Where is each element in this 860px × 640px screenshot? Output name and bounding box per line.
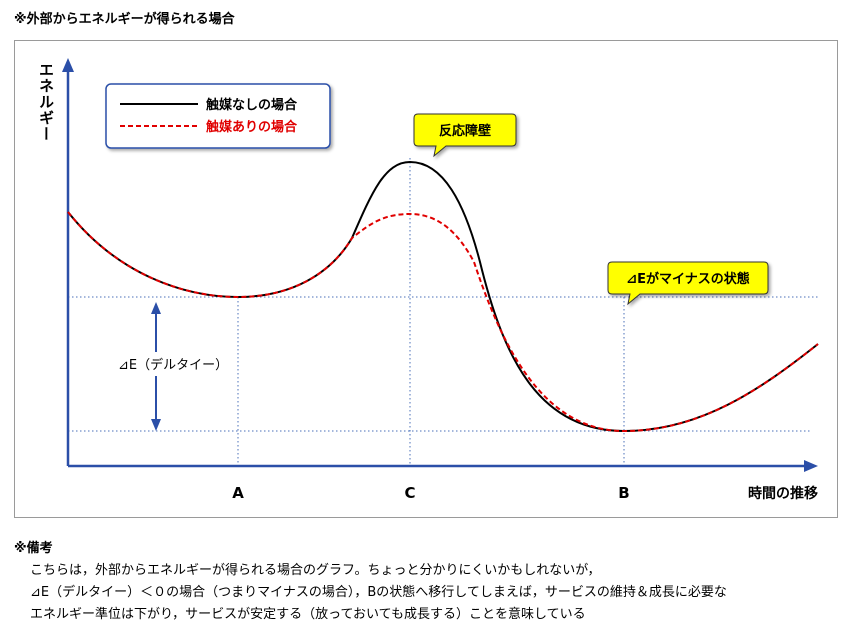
figure-frame [14, 40, 838, 518]
remarks-line-2: ⊿E（デルタイー）＜０の場合（つまりマイナスの場合），Bの状態へ移行してしまえば… [30, 585, 727, 600]
guide-lines [68, 158, 818, 466]
callout-negative-delta-bubble [607, 261, 769, 306]
curve-with-catalyst [67, 211, 819, 433]
x-point-b: B [618, 484, 629, 502]
legend-no-catalyst: 触媒なしの場合 [205, 97, 298, 113]
legend: 触媒なしの場合 触媒ありの場合 [105, 83, 331, 149]
axes [62, 58, 818, 472]
callout-barrier-bubble [413, 113, 517, 158]
legend-with-catalyst: 触媒ありの場合 [205, 119, 298, 135]
x-point-a: A [232, 484, 244, 502]
x-axis-label: 時間の推移 [748, 485, 818, 502]
remarks-line-3: エネルギー準位は下がり，サービスが安定する（放っておいても成長する）ことを意味し… [30, 607, 586, 622]
callout-barrier-text: 反応障壁 [439, 123, 491, 139]
delta-e-label: ⊿E（デルタイー） [118, 357, 228, 373]
callout-barrier [413, 113, 517, 158]
x-point-c: C [404, 484, 415, 502]
page-title: ※外部からエネルギーが得られる場合 [14, 12, 235, 27]
legend-box [105, 83, 331, 149]
delta-arrow-up-head [151, 302, 161, 314]
callout-negative-delta [607, 261, 769, 306]
remarks-heading: ※備考 [14, 541, 53, 556]
remarks: ※備考 こちらは，外部からエネルギーが得られる場合のグラフ。ちょっと分かりにくい… [14, 538, 844, 626]
x-axis-arrow [804, 460, 818, 472]
y-axis-arrow [62, 58, 74, 72]
callout-negative-delta-text: ⊿Eがマイナスの状態 [626, 271, 750, 287]
delta-arrow-down-head [151, 419, 161, 431]
remarks-line-1: こちらは，外部からエネルギーが得られる場合のグラフ。ちょっと分かりにくいかもしれ… [30, 563, 601, 578]
y-axis-label: エネルギー [37, 62, 55, 142]
